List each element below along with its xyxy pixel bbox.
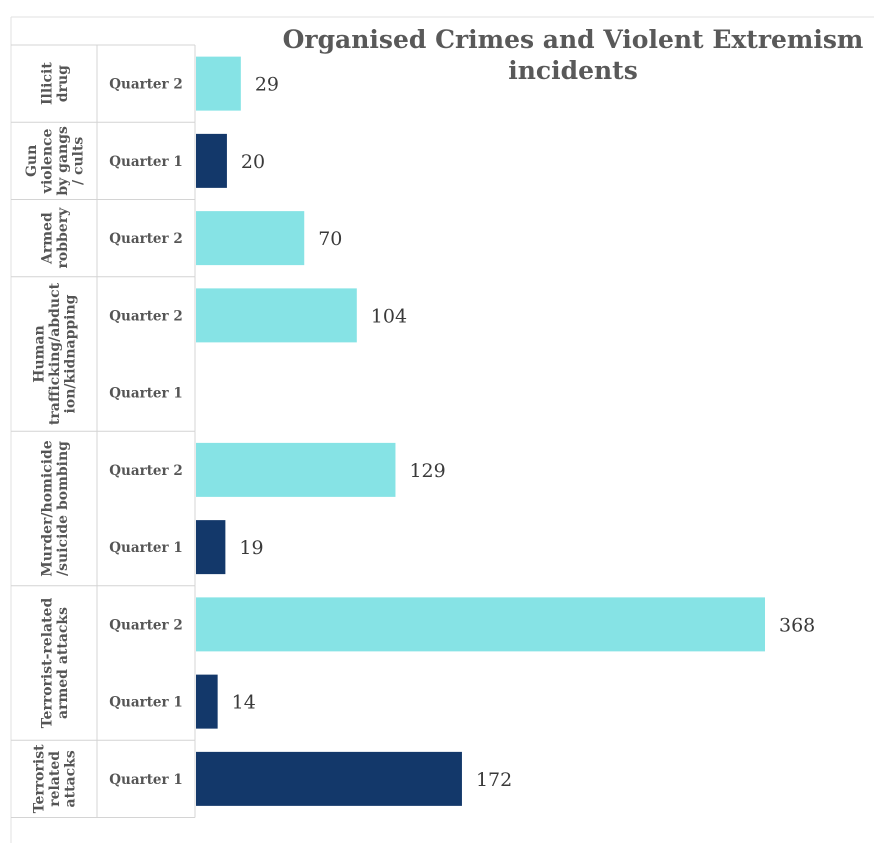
category-label-line: /suicide bombing xyxy=(55,441,71,576)
data-label: 20 xyxy=(241,151,265,173)
quarter-label: Quarter 1 xyxy=(109,540,182,556)
category-label-line: / cults xyxy=(70,137,86,185)
category-label-line: Gun xyxy=(24,145,40,177)
quarter-label: Quarter 1 xyxy=(109,154,182,170)
chart-frame xyxy=(10,16,874,843)
category-label-human-trafficking-abduction-kidnapping: Humantrafficking/abduction/kidnapping xyxy=(32,282,79,425)
quarter-label: Quarter 2 xyxy=(109,463,182,479)
data-label: 29 xyxy=(255,74,279,96)
bars: 29 20 70 104 129 19 368 14 172 xyxy=(196,56,815,806)
data-label: 70 xyxy=(318,228,342,250)
category-label-line: Human xyxy=(32,325,48,382)
data-label: 368 xyxy=(779,614,815,636)
bar-terrorist-related-attacks-quarter-1 xyxy=(196,751,462,806)
category-label-terrorist-related-armed-attacks: Terrorist-relatedarmed attacks xyxy=(39,598,71,729)
category-label-line: Armed xyxy=(39,212,55,265)
category-label-gun-violence-by-gangs-cults: Gunviolenceby gangs/ cults xyxy=(24,126,87,196)
category-label-line: violence xyxy=(39,128,55,194)
category-label-line: by gangs xyxy=(55,126,71,196)
bar-murder-homicide-suicide-bombing-quarter-2 xyxy=(196,442,396,497)
data-label: 104 xyxy=(371,305,407,327)
quarter-label: Quarter 1 xyxy=(109,772,182,788)
quarter-label: Quarter 2 xyxy=(109,617,182,633)
category-label-line: drug xyxy=(55,65,71,102)
quarter-label: Quarter 2 xyxy=(109,77,182,93)
data-label: 14 xyxy=(232,692,256,714)
category-label-line: Illicit xyxy=(39,62,55,105)
data-label: 172 xyxy=(476,769,512,791)
category-label-line: armed attacks xyxy=(55,607,71,719)
bar-terrorist-related-armed-attacks-quarter-2 xyxy=(196,597,765,652)
category-label-line: Terrorist-related xyxy=(39,598,55,729)
quarter-label: Quarter 2 xyxy=(109,308,182,324)
chart-title-line: Organised Crimes and Violent Extremism xyxy=(283,25,864,54)
category-label-line: Terrorist xyxy=(32,744,48,813)
data-label: 19 xyxy=(239,537,263,559)
bar-illicit-drug-quarter-2 xyxy=(196,56,241,111)
category-label-line: robbery xyxy=(55,207,71,269)
bar-murder-homicide-suicide-bombing-quarter-1 xyxy=(196,520,226,575)
category-label-line: Murder/homicide xyxy=(39,440,55,577)
bar-gun-violence-by-gangs-cults-quarter-1 xyxy=(196,133,227,188)
quarter-label: Quarter 2 xyxy=(109,231,182,247)
category-label-line: related xyxy=(47,751,63,807)
bar-human-trafficking-abduction-kidnapping-quarter-2 xyxy=(196,288,357,343)
category-label-armed-robbery: Armedrobbery xyxy=(39,207,71,269)
data-label: 129 xyxy=(409,460,445,482)
bar-terrorist-related-armed-attacks-quarter-1 xyxy=(196,674,218,729)
quarter-label: Quarter 1 xyxy=(109,386,182,402)
quarter-label: Quarter 1 xyxy=(109,695,182,711)
category-label-line: ion/kidnapping xyxy=(63,294,79,413)
bar-armed-robbery-quarter-2 xyxy=(196,211,305,266)
category-label-illicit-drug: Illicitdrug xyxy=(39,62,71,105)
category-label-line: trafficking/abduct xyxy=(47,282,63,425)
chart-title-line: incidents xyxy=(508,56,638,85)
category-label-murder-homicide-suicide-bombing: Murder/homicide/suicide bombing xyxy=(39,440,71,577)
chart-title-text: Organised Crimes and Violent Extremism in… xyxy=(283,25,864,85)
category-label-terrorist-related-attacks: Terroristrelatedattacks xyxy=(32,744,79,813)
category-label-line: attacks xyxy=(63,750,79,807)
chart-title: Organised Crimes and Violent Extremism in… xyxy=(283,25,864,85)
